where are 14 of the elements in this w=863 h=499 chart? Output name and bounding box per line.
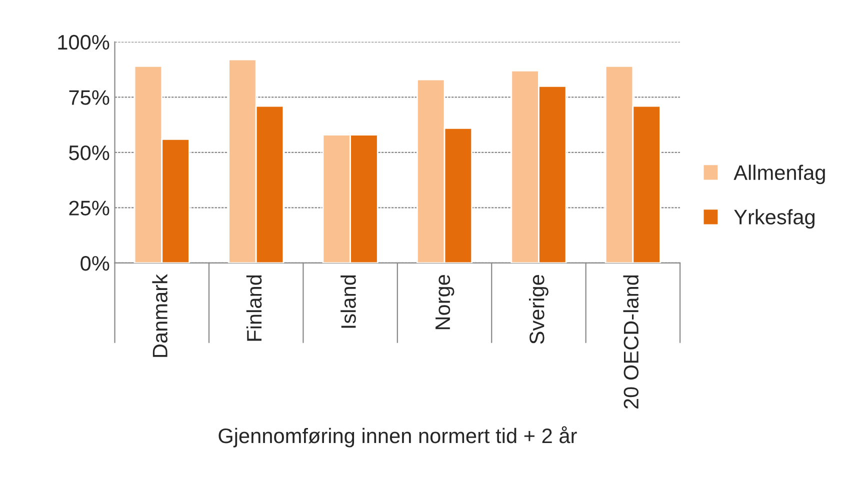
x-tick-label: Norge <box>436 275 454 330</box>
x-tick-label: Finland <box>246 275 262 341</box>
legend-label: Yrkesfag <box>734 209 814 229</box>
y-tick-label: 25% <box>69 200 110 216</box>
y-tick-label: 50% <box>69 145 110 160</box>
y-tick-label: 0% <box>80 256 110 271</box>
x-tick-label: Sverige <box>529 275 548 344</box>
x-tick-label: Danmark <box>152 274 168 357</box>
x-axis-title: Gjennomføring innen normert tid + 2 år <box>218 426 577 448</box>
y-tick-label: 75% <box>69 90 110 105</box>
legend-label: Allmenfag <box>734 164 825 184</box>
x-tick-label: Island <box>340 275 356 328</box>
y-tick-label: 100% <box>58 34 110 50</box>
x-tick-label: 20 OECD-land <box>623 275 639 409</box>
